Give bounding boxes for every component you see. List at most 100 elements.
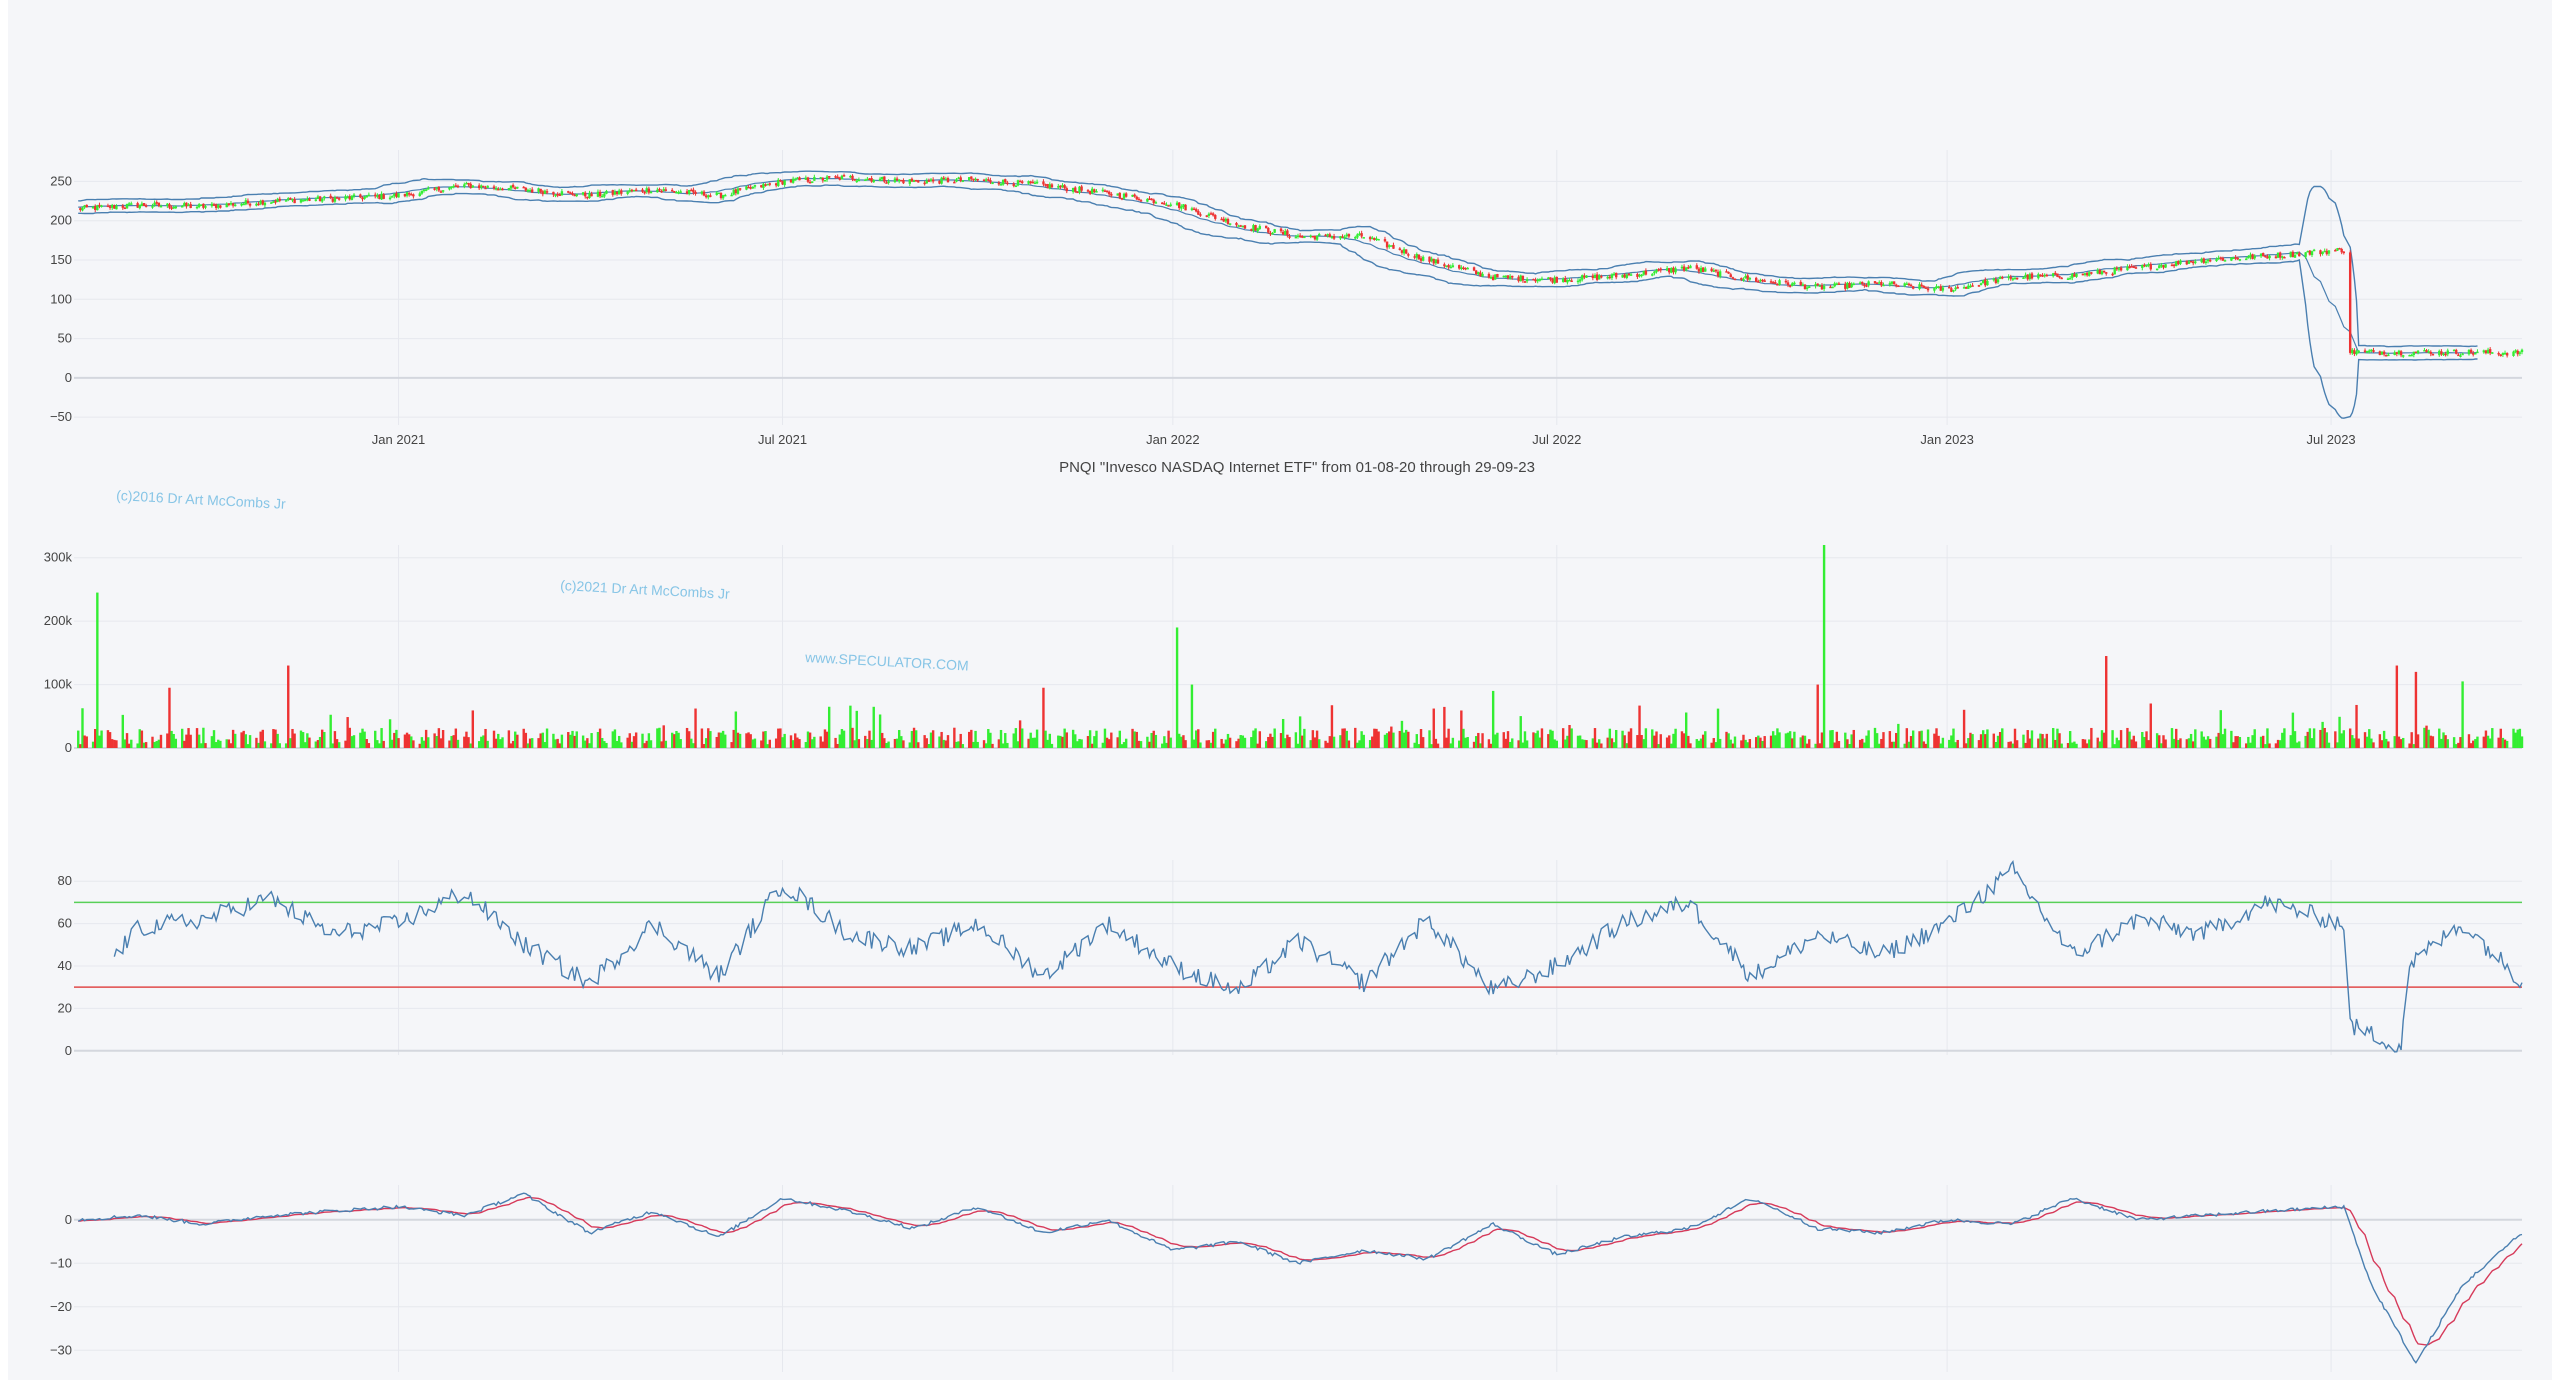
volume-bar <box>2028 738 2032 748</box>
volume-bar <box>872 706 875 748</box>
volume-bar <box>658 727 661 748</box>
candle-body <box>1487 273 1491 278</box>
candle-body <box>796 177 799 180</box>
volume-bar <box>2429 735 2432 748</box>
volume-bar <box>1398 730 1402 748</box>
candle-body <box>791 178 795 183</box>
candle-body <box>2351 349 2354 354</box>
volume-bar <box>974 730 977 748</box>
volume-bar <box>2128 731 2131 748</box>
candle-body <box>2170 264 2174 267</box>
volume-bar <box>1167 730 1170 748</box>
volume-bar <box>1226 733 1230 748</box>
candle-body <box>1822 286 1826 289</box>
y-tick-label: 150 <box>50 252 72 267</box>
candle-body <box>333 197 337 202</box>
volume-bar <box>2514 732 2517 748</box>
volume-bar <box>359 732 362 748</box>
candle-body <box>1553 277 1556 284</box>
candle-body <box>1080 186 1083 191</box>
volume-bar <box>2215 736 2218 748</box>
volume-bar <box>2007 741 2010 748</box>
candle-body <box>2096 269 2099 274</box>
volume-bar <box>1687 735 1690 748</box>
volume-bar <box>1655 731 1658 748</box>
candle-body <box>263 202 267 206</box>
volume-bar <box>127 743 131 748</box>
volume-bar <box>798 739 801 748</box>
candle-body <box>724 194 727 197</box>
volume-bar <box>2323 727 2326 748</box>
volume-bar <box>2175 728 2178 748</box>
volume-bar <box>1080 739 1083 748</box>
candle-body <box>1324 234 1327 237</box>
candle-body <box>492 186 496 189</box>
candle-body <box>2245 258 2248 261</box>
candle-body <box>2312 249 2316 252</box>
volume-bar <box>2482 736 2486 748</box>
volume-bar <box>811 739 814 748</box>
candle-body <box>1050 184 1054 188</box>
volume-bar <box>719 732 723 748</box>
volume-bar <box>157 739 161 748</box>
volume-bar <box>1731 743 1735 748</box>
candle-body <box>2306 251 2309 253</box>
volume-bar <box>1979 734 1983 748</box>
candle-body <box>140 203 144 206</box>
candle-body <box>1383 239 1387 242</box>
candle-body <box>900 179 903 182</box>
candle-body <box>881 176 884 180</box>
volume-bar <box>1769 735 1773 748</box>
volume-bar <box>2348 728 2352 748</box>
volume-bar <box>883 738 886 748</box>
candle-body <box>2043 274 2046 277</box>
volume-bar <box>2083 739 2087 748</box>
candle-body <box>779 179 782 182</box>
volume-bar <box>1850 734 1853 748</box>
candle-body <box>1421 256 1425 261</box>
volume-bar <box>287 665 290 748</box>
volume-bar <box>634 732 638 748</box>
candle-body <box>272 201 275 203</box>
volume-bar <box>2001 728 2004 748</box>
candle-body <box>764 184 767 186</box>
volume-bar <box>441 730 445 748</box>
volume-bar <box>227 739 231 748</box>
volume-bar <box>1729 739 1732 748</box>
volume-bar <box>774 738 778 748</box>
candle-body <box>329 195 332 199</box>
candle-body <box>2378 351 2382 356</box>
candle-body <box>454 185 458 187</box>
volume-bar <box>1035 729 1039 748</box>
candle-body <box>1996 279 2000 283</box>
candle-body <box>1385 241 1389 248</box>
candle-body <box>914 179 918 182</box>
candle-body <box>982 179 986 182</box>
volume-bar <box>202 727 205 748</box>
candle-body <box>1882 284 1885 287</box>
candle-body <box>1808 286 1811 289</box>
volume-bar <box>1614 729 1618 748</box>
candle-body <box>2370 349 2373 352</box>
candle-body <box>202 203 205 208</box>
candle-body <box>2058 276 2061 278</box>
candle-body <box>378 195 381 200</box>
candle-body <box>2414 351 2418 354</box>
volume-bar <box>1600 743 1603 748</box>
volume-bar <box>1169 737 1172 748</box>
candle-body <box>1237 225 1240 227</box>
candle-body <box>214 204 218 208</box>
volume-bar <box>1135 731 1138 748</box>
candle-body <box>1627 273 1631 276</box>
volume-bar <box>1897 723 1900 748</box>
volume-bar <box>571 730 574 748</box>
volume-bar <box>1846 739 1849 748</box>
candle-body <box>738 188 742 190</box>
volume-bar <box>1474 736 1478 748</box>
candle-body <box>437 186 441 191</box>
candle-body <box>2060 277 2063 280</box>
volume-bar <box>1816 684 1819 748</box>
volume-bar <box>91 741 95 748</box>
volume-bar <box>1027 738 1030 748</box>
volume-bar <box>1428 730 1431 748</box>
